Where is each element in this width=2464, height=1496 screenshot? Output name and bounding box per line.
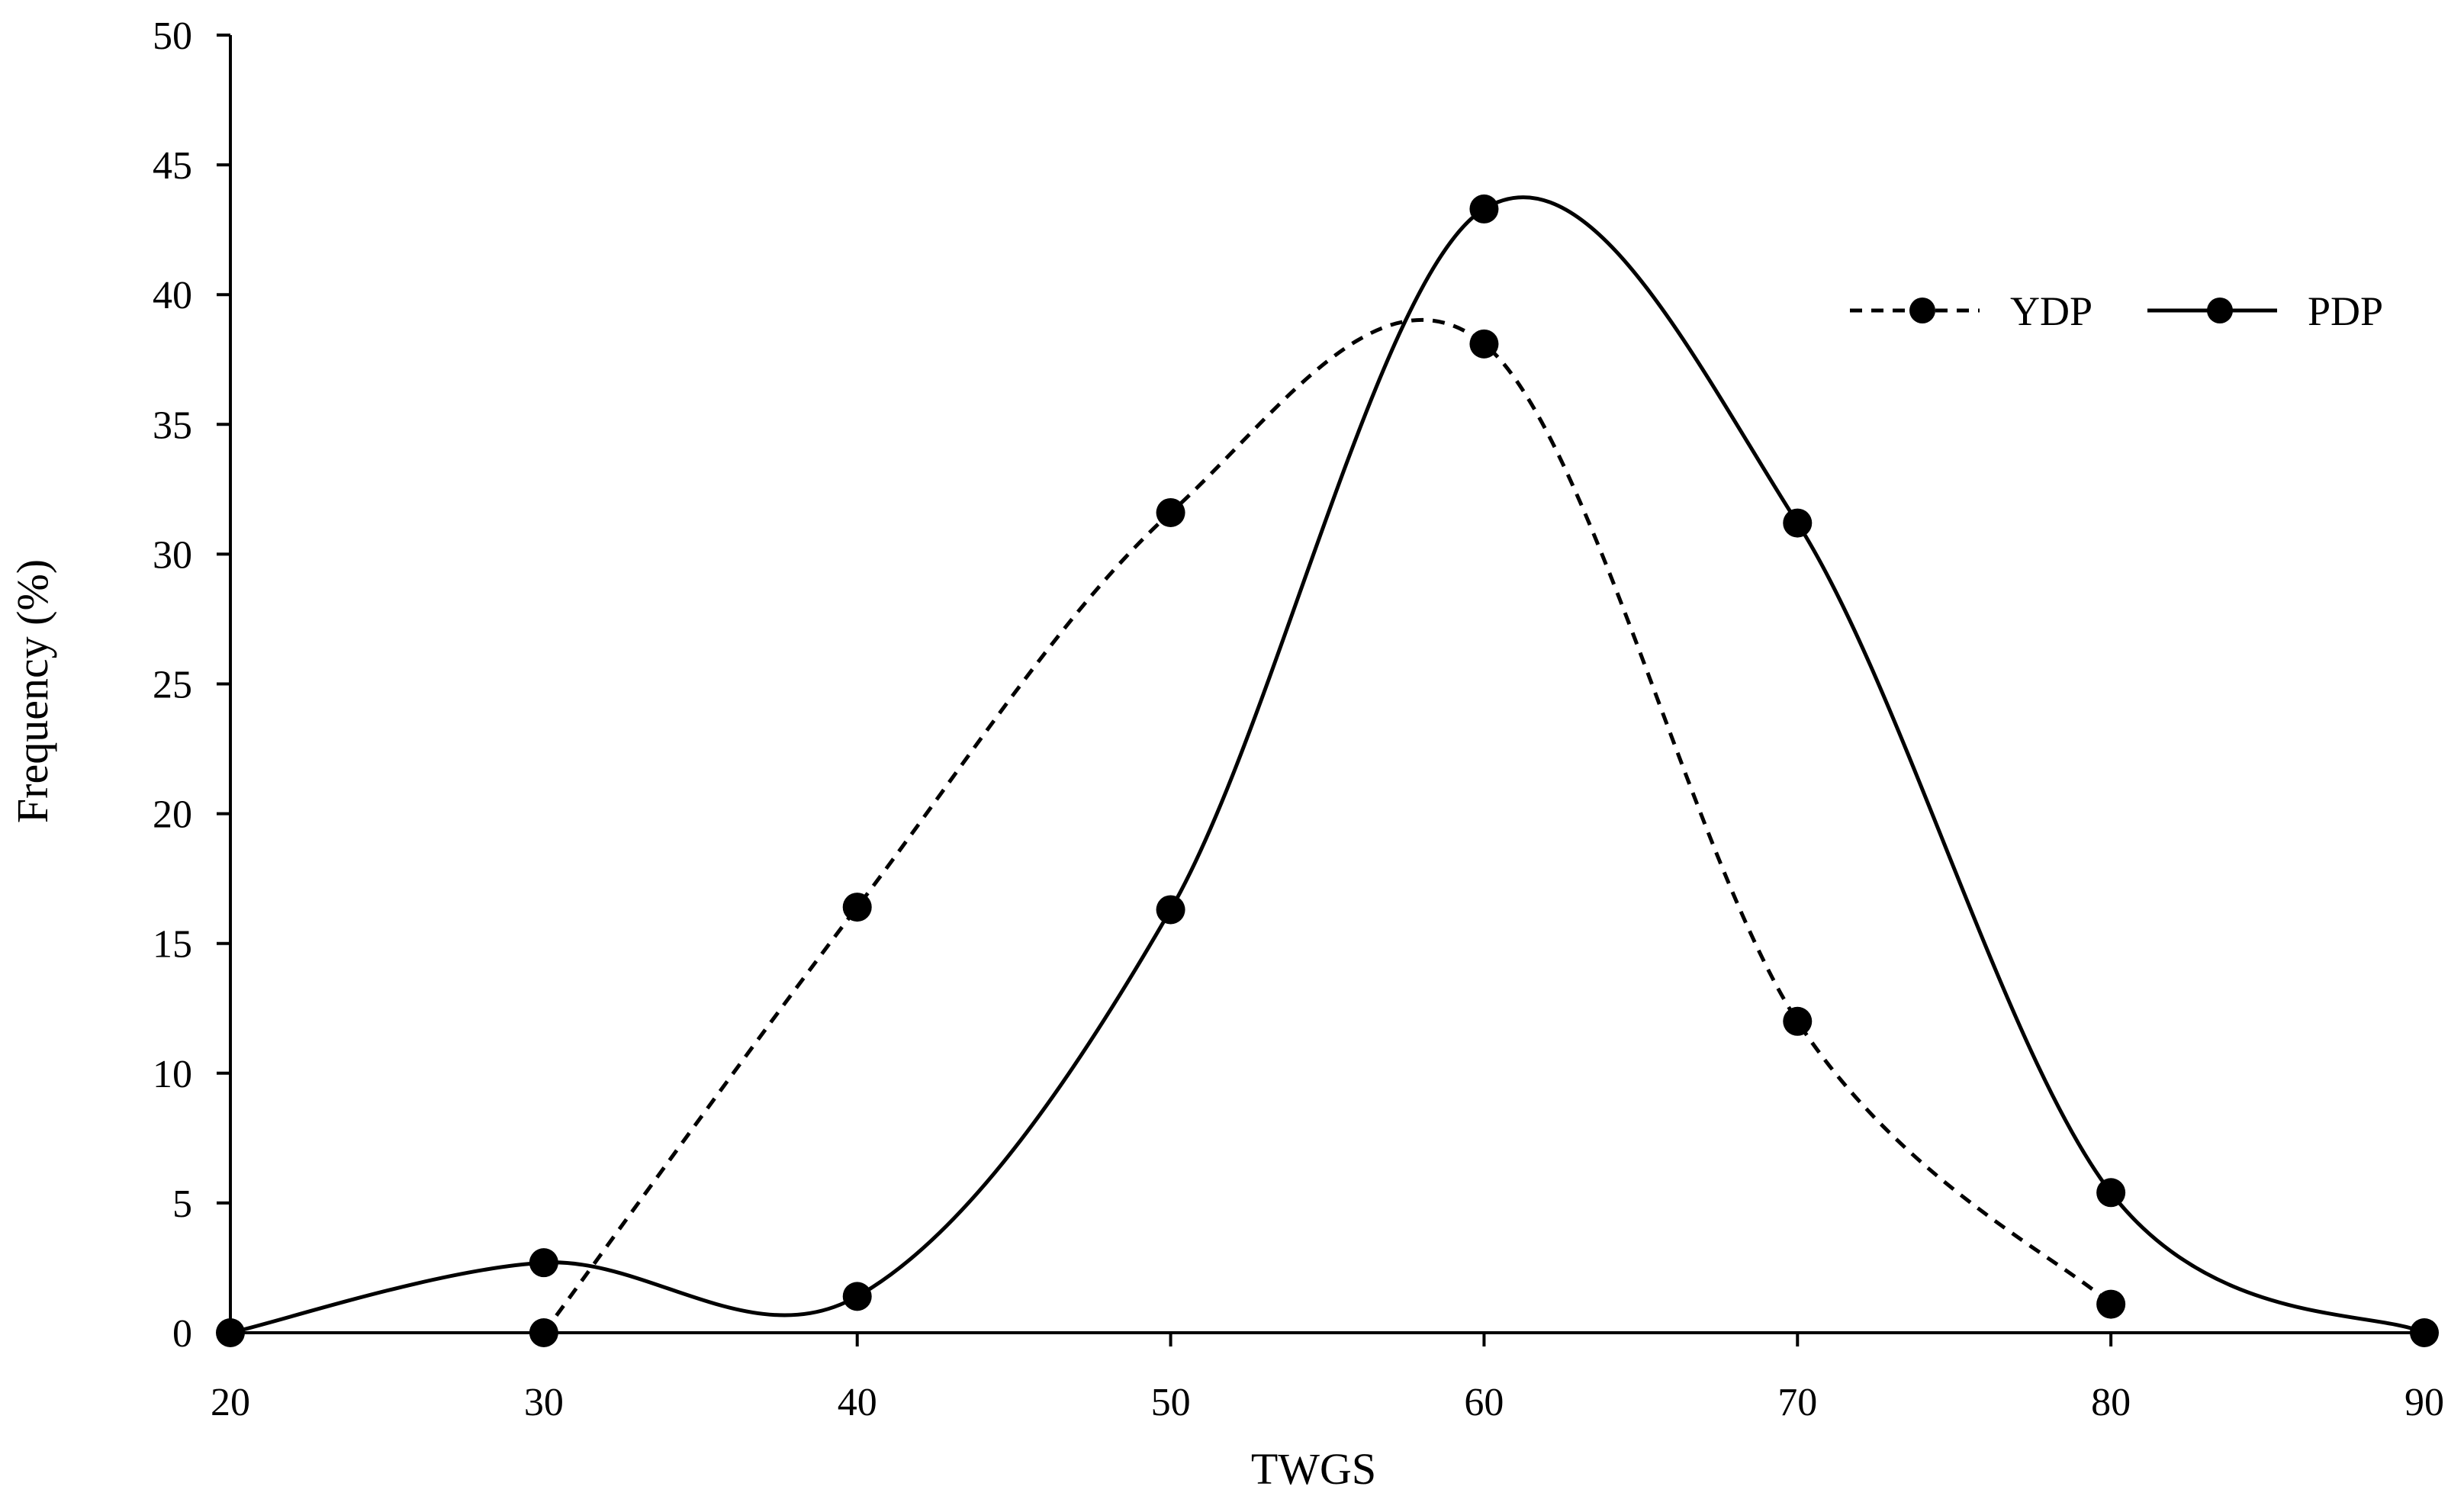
- point-pdp-60: [1469, 194, 1499, 224]
- x-tick-label: 80: [2091, 1381, 2131, 1424]
- y-tick-label: 50: [153, 14, 192, 58]
- legend-label-ydp: YDP: [2010, 288, 2092, 334]
- series-layer: [216, 194, 2439, 1347]
- point-pdp-40: [842, 1282, 872, 1311]
- x-tick-label: 30: [524, 1381, 564, 1424]
- point-pdp-90: [2410, 1318, 2439, 1347]
- point-pdp-20: [216, 1318, 245, 1347]
- point-pdp-70: [1783, 508, 1813, 538]
- x-tick-label: 40: [838, 1381, 877, 1424]
- point-pdp-50: [1156, 895, 1185, 925]
- x-tick-label: 70: [1777, 1381, 1817, 1424]
- point-ydp-70: [1783, 1006, 1813, 1036]
- series-line-ydp: [542, 317, 2112, 1334]
- y-tick-label: 0: [172, 1312, 192, 1356]
- series-line-pdp: [230, 195, 2426, 1335]
- y-tick-label: 40: [153, 274, 192, 317]
- y-tick-label: 5: [172, 1182, 192, 1226]
- y-axis-title: Frequency (%): [8, 559, 57, 823]
- x-axis-title: TWGS: [1251, 1444, 1376, 1494]
- y-tick-label: 35: [153, 404, 192, 447]
- point-pdp-30: [529, 1248, 558, 1278]
- legend: YDP PDP: [1850, 288, 2383, 334]
- axes: 0 5 10 15 20 25 30 35 40 45 50 20 30 40 50 60 70 80 90: [153, 14, 2444, 1424]
- y-tick-label: 25: [153, 664, 192, 707]
- y-tick-label: 15: [153, 923, 192, 967]
- legend-marker-ydp: [1909, 298, 1935, 323]
- point-ydp-80: [2096, 1289, 2126, 1319]
- point-ydp-30: [529, 1318, 558, 1347]
- y-tick-label: 10: [153, 1053, 192, 1096]
- point-ydp-60: [1469, 329, 1499, 359]
- y-tick-label: 30: [153, 533, 192, 577]
- legend-label-pdp: PDP: [2308, 288, 2383, 334]
- point-ydp-50: [1156, 497, 1185, 527]
- x-tick-label: 60: [1464, 1381, 1504, 1424]
- x-tick-label: 20: [211, 1381, 250, 1424]
- x-tick-label: 90: [2404, 1381, 2444, 1424]
- y-tick-label: 45: [153, 144, 192, 188]
- x-tick-label: 50: [1151, 1381, 1191, 1424]
- point-ydp-40: [842, 893, 872, 922]
- legend-marker-pdp: [2207, 298, 2233, 323]
- point-pdp-80: [2096, 1178, 2126, 1208]
- y-tick-label: 20: [153, 793, 192, 837]
